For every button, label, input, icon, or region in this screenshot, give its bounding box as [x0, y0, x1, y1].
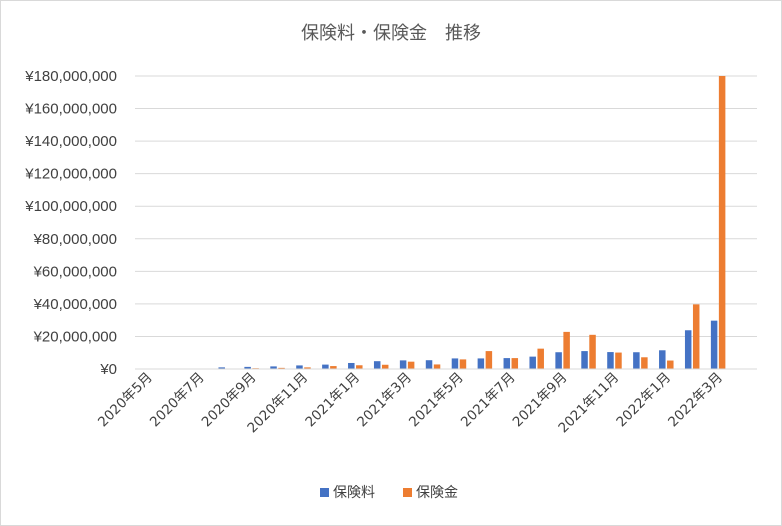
legend-label: 保険料 [333, 485, 375, 501]
y-tick-label: ¥60,000,000 [33, 263, 117, 280]
y-tick-label: ¥160,000,000 [24, 101, 117, 118]
x-axis-ticks: 2020年5月2020年7月2020年9月2020年11月2021年1月2021… [95, 370, 726, 437]
y-tick-label: ¥40,000,000 [33, 296, 117, 313]
y-tick-label: ¥140,000,000 [24, 133, 117, 150]
bar-premium [659, 350, 666, 369]
x-tick-label: 2022年3月 [665, 370, 726, 431]
x-tick-label: 2020年5月 [95, 370, 156, 431]
bar-premium [710, 320, 718, 369]
gridlines [135, 75, 757, 337]
bar-claim [381, 364, 389, 369]
bar-premium [581, 351, 588, 369]
bar-claim [511, 358, 519, 369]
bar-premium [607, 352, 614, 369]
bar-premium [218, 367, 225, 369]
bar-premium [244, 366, 251, 369]
legend-swatch [320, 488, 329, 497]
y-tick-label: ¥0 [99, 361, 117, 378]
x-tick-label: 2021年3月 [354, 370, 415, 431]
bar-premium [425, 360, 433, 369]
bar-claim [667, 360, 674, 369]
legend-swatch [403, 488, 412, 497]
bar-premium [296, 365, 303, 369]
bar-claim [485, 351, 493, 369]
y-axis-ticks: ¥0 ¥20,000,000 ¥40,000,000 ¥60,000,000 ¥80,0… [24, 68, 117, 378]
bar-premium [684, 330, 692, 369]
bar-claim [278, 367, 285, 369]
legend-label: 保険金 [416, 485, 458, 501]
bar-claim [589, 334, 596, 369]
bar-claim [537, 348, 544, 369]
bar-claim [304, 367, 311, 369]
bar-claim [459, 359, 467, 369]
bar-claim [615, 352, 622, 369]
bar-premium [529, 356, 536, 369]
x-tick-label: 2022年1月 [613, 370, 674, 431]
bar-premium [373, 361, 381, 369]
bar-claim [718, 76, 726, 369]
bar-premium [322, 364, 329, 369]
bar-premium [348, 362, 355, 369]
x-tick-label: 2021年5月 [406, 370, 467, 431]
bar-claim [641, 357, 648, 369]
bar-claim [330, 366, 337, 369]
bar-premium [399, 360, 407, 369]
chart-title: 保険料・保険金 推移 [301, 23, 481, 44]
x-tick-label: 2021年7月 [458, 370, 519, 431]
y-tick-label: ¥180,000,000 [24, 68, 117, 85]
y-tick-label: ¥120,000,000 [24, 166, 117, 183]
x-tick-label: 2021年1月 [302, 370, 363, 431]
bar-claim [563, 331, 570, 369]
y-tick-label: ¥20,000,000 [33, 328, 117, 345]
x-tick-label: 2020年7月 [147, 370, 208, 431]
legend: 保険料 保険金 [320, 485, 458, 501]
bar-premium [451, 358, 459, 369]
bar-premium [477, 358, 485, 369]
bar-claim [356, 365, 363, 369]
bar-premium [503, 358, 511, 369]
bar-claim [692, 304, 700, 369]
bars [192, 76, 726, 369]
bar-premium [555, 352, 562, 369]
bar-claim [407, 361, 415, 369]
bar-claim [433, 364, 441, 369]
bar-premium [270, 366, 277, 369]
y-tick-label: ¥100,000,000 [24, 198, 117, 215]
bar-premium [633, 352, 640, 369]
y-tick-label: ¥80,000,000 [33, 231, 117, 248]
